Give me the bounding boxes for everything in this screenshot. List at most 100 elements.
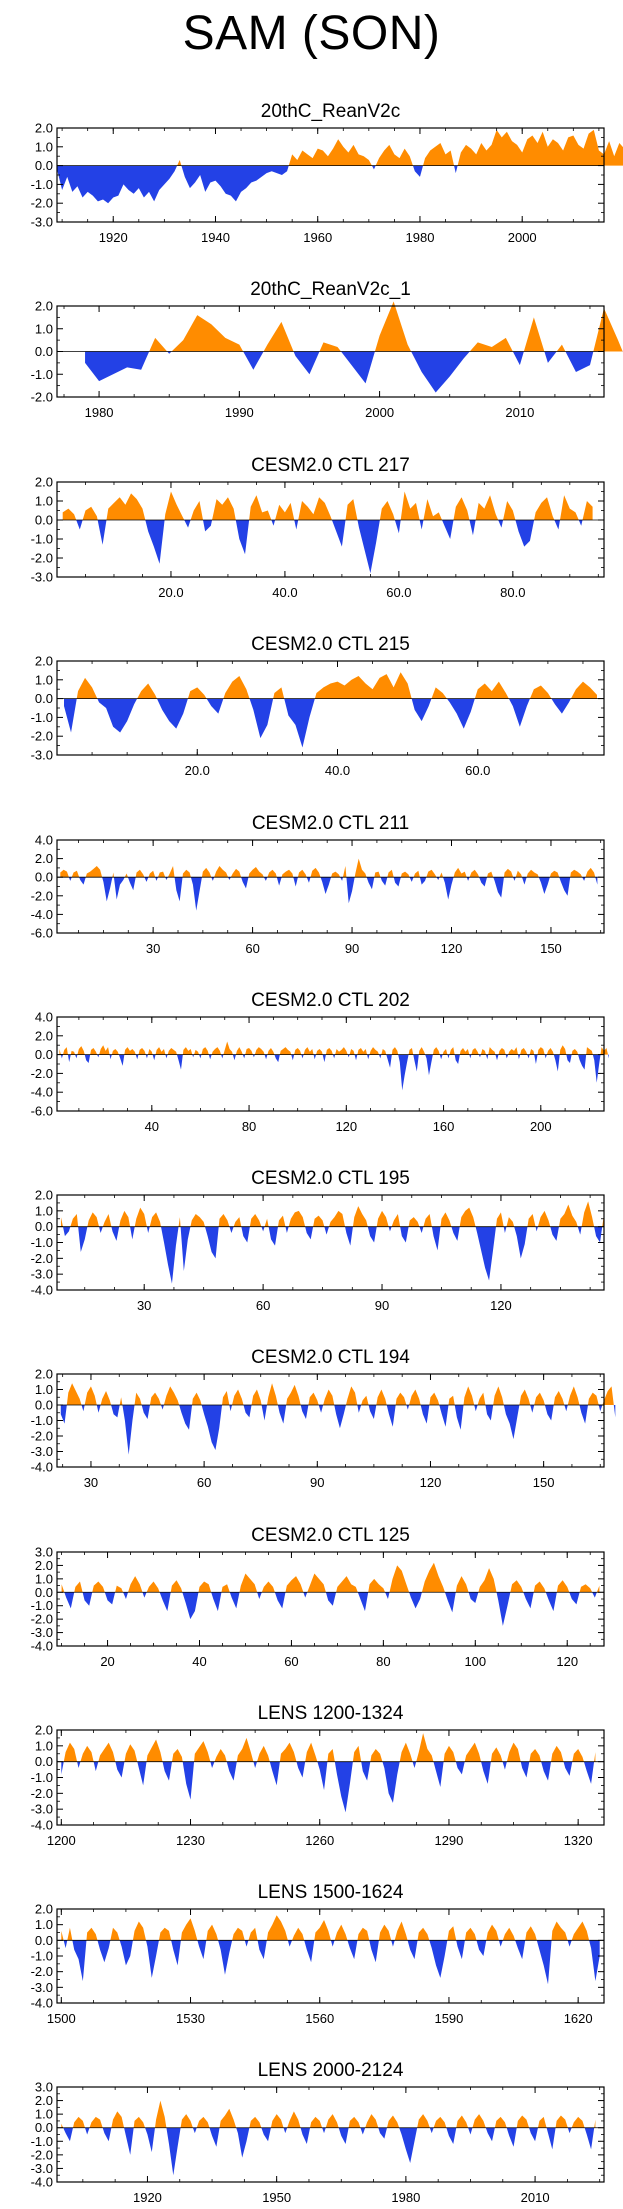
- y-tick-label: 1.0: [35, 494, 53, 509]
- y-tick-label: 0.0: [35, 1754, 53, 1769]
- y-tick-label: -3.0: [31, 1625, 53, 1640]
- x-tick-label: 60.0: [465, 763, 490, 778]
- x-tick-label: 40: [145, 1119, 159, 1134]
- y-tick-label: -2.0: [31, 1066, 53, 1081]
- positive-area: [60, 858, 598, 878]
- y-tick-label: -3.0: [31, 1802, 53, 1817]
- x-tick-label: 120: [556, 1654, 578, 1669]
- y-tick-label: -1.0: [31, 532, 53, 547]
- x-tick-label: 1980: [85, 405, 114, 420]
- y-tick-label: -2.0: [31, 729, 53, 744]
- x-tick-label: 60: [245, 941, 259, 956]
- y-tick-label: 1.0: [35, 1203, 53, 1218]
- y-tick-label: -4.0: [31, 1460, 53, 1475]
- y-tick-label: -2.0: [31, 390, 53, 405]
- x-tick-label: 60: [256, 1298, 270, 1313]
- y-tick-label: 2.0: [35, 1558, 53, 1573]
- y-tick-label: -1.0: [31, 1413, 53, 1428]
- y-tick-label: 0.0: [35, 870, 53, 885]
- x-tick-label: 1940: [201, 230, 230, 245]
- y-tick-label: -1.0: [31, 1949, 53, 1964]
- x-tick-label: 30: [146, 941, 160, 956]
- y-tick-label: -3.0: [31, 1980, 53, 1995]
- x-tick-label: 1320: [564, 1833, 593, 1848]
- negative-area: [60, 1226, 604, 1284]
- x-tick-label: 2000: [365, 405, 394, 420]
- y-tick-label: -3.0: [31, 748, 53, 763]
- negative-area: [61, 2127, 596, 2176]
- chart-panel-6: CESM2.0 CTL 202 4.0 2.0 0.0 -2.0 -4.0 -6.0 40 80…: [31, 990, 609, 1134]
- y-tick-label: -4.0: [31, 1818, 53, 1833]
- negative-area: [60, 877, 598, 911]
- x-tick-label: 1980: [406, 230, 435, 245]
- x-tick-label: 200: [530, 1119, 552, 1134]
- x-tick-label: 2010: [505, 405, 534, 420]
- positive-area: [57, 129, 623, 166]
- y-tick-label: 0.0: [35, 1398, 53, 1413]
- y-tick-label: -1.0: [31, 1235, 53, 1250]
- y-tick-label: 4.0: [35, 1010, 53, 1025]
- y-tick-label: 1.0: [35, 1571, 53, 1586]
- chart-title: LENS 2000-2124: [258, 2060, 404, 2081]
- x-tick-label: 120: [441, 941, 463, 956]
- x-tick-label: 2010: [521, 2190, 550, 2205]
- x-tick-label: 90: [345, 941, 359, 956]
- x-tick-label: 1560: [305, 2011, 334, 2026]
- x-tick-label: 1230: [176, 1833, 205, 1848]
- chart-panel-10: LENS 1200-13242.01.00.0-1.0-2.0-3.0-4.01…: [31, 1703, 605, 1848]
- x-tick-label: 150: [540, 941, 562, 956]
- chart-title: 20thC_ReanV2c_1: [250, 279, 411, 300]
- plot-frame: [56, 1373, 605, 1468]
- negative-area: [62, 520, 593, 574]
- y-tick-label: 2.0: [35, 1723, 53, 1738]
- x-tick-label: 1290: [434, 1833, 463, 1848]
- y-tick-label: 1.0: [35, 1738, 53, 1753]
- y-tick-label: -4.0: [31, 907, 53, 922]
- x-tick-label: 90: [375, 1298, 389, 1313]
- y-tick-label: -3.0: [31, 1267, 53, 1282]
- y-tick-label: -2.0: [31, 2147, 53, 2162]
- y-tick-label: -6.0: [31, 926, 53, 941]
- y-tick-label: -2.0: [31, 888, 53, 903]
- positive-area: [61, 1562, 600, 1593]
- y-tick-label: -3.0: [31, 2161, 53, 2176]
- chart-title: CESM2.0 CTL 202: [251, 990, 410, 1011]
- positive-area: [85, 301, 623, 352]
- y-tick-label: 2.0: [35, 654, 53, 669]
- chart-panel-11: LENS 1500-16242.01.00.0-1.0-2.0-3.0-4.01…: [31, 1882, 605, 2026]
- negative-area: [61, 1940, 600, 1985]
- negative-area: [60, 1405, 616, 1455]
- positive-area: [61, 2100, 596, 2128]
- y-tick-label: -2.0: [31, 1429, 53, 1444]
- y-tick-label: 0.0: [35, 2120, 53, 2135]
- negative-area: [61, 1592, 600, 1626]
- x-tick-label: 30: [84, 1475, 98, 1490]
- x-tick-label: 40: [192, 1654, 206, 1669]
- y-tick-label: -2.0: [31, 1964, 53, 1979]
- x-tick-label: 1990: [225, 405, 254, 420]
- x-tick-label: 1980: [391, 2190, 420, 2205]
- x-tick-label: 80: [242, 1119, 256, 1134]
- x-tick-label: 1620: [564, 2011, 593, 2026]
- chart-panel-12: LENS 2000-2124 3.02.01.00.0-1.0-2.0-3.0-4…: [31, 2060, 605, 2205]
- chart-title: CESM2.0 CTL 194: [251, 1347, 410, 1368]
- y-tick-label: -2.0: [31, 551, 53, 566]
- y-tick-label: 1.0: [35, 139, 53, 154]
- chart-title: CESM2.0 CTL 125: [251, 1525, 410, 1546]
- x-tick-label: 120: [490, 1298, 512, 1313]
- y-tick-label: 2.0: [35, 851, 53, 866]
- y-tick-label: -2.0: [31, 1786, 53, 1801]
- y-tick-label: 1.0: [35, 1917, 53, 1932]
- y-tick-label: 3.0: [35, 2080, 53, 2095]
- y-tick-label: -3.0: [31, 1444, 53, 1459]
- x-tick-label: 40.0: [272, 585, 297, 600]
- x-tick-label: 160: [433, 1119, 455, 1134]
- chart-panel-5: CESM2.0 CTL 211 4.0 2.0 0.0 -2.0 -4.0 -6.0 30 60…: [31, 813, 605, 956]
- plot-frame: [56, 1729, 605, 1826]
- x-tick-label: 1590: [434, 2011, 463, 2026]
- y-tick-label: 2.0: [35, 299, 53, 314]
- chart-panel-8: CESM2.0 CTL 194 2.01.00.0-1.0-2.0-3.0-4.0…: [31, 1347, 616, 1490]
- y-tick-label: -1.0: [31, 1770, 53, 1785]
- y-tick-label: 0.0: [35, 1585, 53, 1600]
- x-tick-label: 120: [420, 1475, 442, 1490]
